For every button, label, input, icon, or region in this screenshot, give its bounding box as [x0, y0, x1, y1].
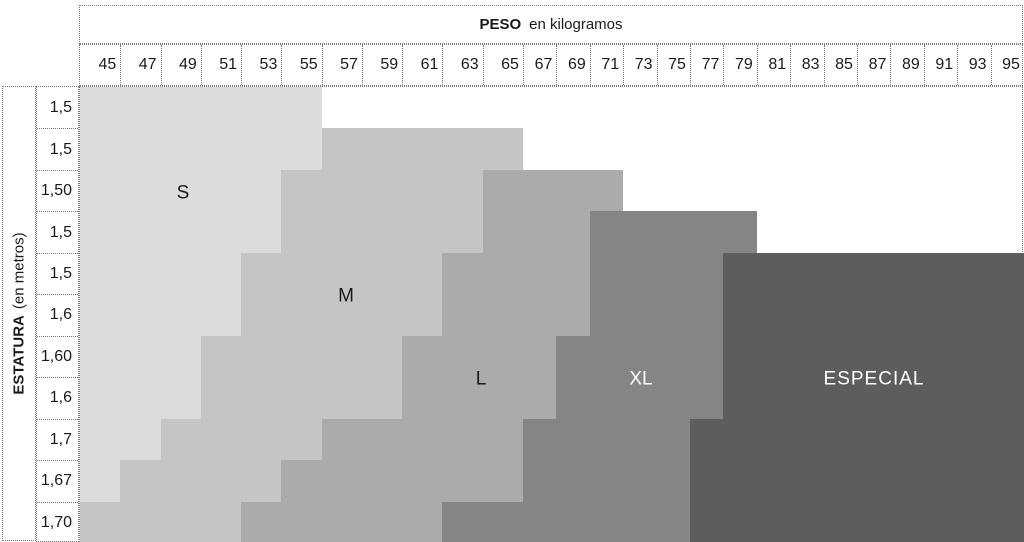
zone-l-row9: [321, 418, 523, 461]
zone-especial-row8: [723, 377, 1024, 420]
size-label-especial: ESPECIAL: [823, 368, 925, 390]
zone-especial-row9: [689, 418, 1024, 461]
height-tick-5: 1,5: [37, 252, 78, 294]
zone-xl-row9: [522, 418, 690, 461]
estatura-axis-title-rest: (en metros): [10, 232, 28, 310]
height-tick-7: 1,60: [37, 335, 78, 377]
zone-s-row3: [80, 169, 282, 212]
estatura-axis-title: ESTATURA (en metros): [2, 86, 36, 541]
weight-tick-95: 95: [990, 45, 1024, 85]
peso-axis-title: PESO en kilogramos: [79, 5, 1023, 44]
weight-tick-77: 77: [689, 45, 723, 85]
peso-axis-title-bold: PESO: [479, 16, 522, 33]
zone-xl-row10: [522, 460, 690, 503]
estatura-axis-title-bold: ESTATURA: [10, 315, 28, 395]
zone-especial-row11: [689, 501, 1024, 542]
height-scale-column: 1,5 1,5 1,50 1,5 1,5 1,6 1,60 1,6 1,7 1,67 1,70: [36, 86, 79, 542]
zone-l-row3: [482, 169, 624, 212]
zone-s-row7: [80, 335, 201, 378]
zone-l-row8: [402, 377, 557, 420]
zone-especial-row5: [723, 252, 1024, 295]
zone-m-row6: [241, 294, 443, 337]
zone-xl-row11: [442, 501, 690, 542]
size-label-l: L: [475, 368, 487, 390]
zone-m-row7: [200, 335, 403, 378]
zone-l-row5: [442, 252, 590, 295]
weight-tick-55: 55: [281, 45, 321, 85]
estatura-axis-title-text: ESTATURA (en metros): [11, 232, 28, 394]
weight-tick-67: 67: [522, 45, 556, 85]
zone-m-row10: [120, 460, 282, 503]
zone-l-row11: [241, 501, 443, 542]
zone-xl-row5: [589, 252, 724, 295]
zone-l-row7: [402, 335, 557, 378]
zone-l-row6: [442, 294, 590, 337]
zone-xl-row7: [556, 335, 724, 378]
height-tick-11: 1,70: [37, 501, 78, 542]
height-tick-4: 1,5: [37, 211, 78, 252]
height-tick-6: 1,6: [37, 294, 78, 335]
weight-tick-65: 65: [482, 45, 523, 85]
zone-m-row3: [281, 169, 483, 212]
size-label-xl: XL: [629, 368, 653, 390]
zone-s-row1: [80, 87, 322, 129]
weight-tick-59: 59: [361, 45, 402, 85]
weight-tick-47: 47: [120, 45, 160, 85]
weight-tick-71: 71: [589, 45, 623, 85]
zone-m-row8: [200, 377, 403, 420]
height-tick-1: 1,5: [49, 98, 72, 116]
weight-tick-53: 53: [241, 45, 281, 85]
zone-s-row8: [80, 377, 201, 420]
zone-s-row2: [80, 128, 322, 171]
zone-s-row10: [80, 460, 121, 503]
zone-m-row5: [241, 252, 443, 295]
weight-tick-87: 87: [856, 45, 890, 85]
zone-l-row10: [281, 460, 523, 503]
weight-tick-85: 85: [823, 45, 857, 85]
zone-m-row2: [321, 128, 523, 171]
size-label-m: M: [338, 285, 354, 307]
height-tick-2: 1,5: [37, 128, 78, 169]
weight-tick-81: 81: [756, 45, 790, 85]
weight-tick-61: 61: [402, 45, 442, 85]
zone-s-row5: [80, 252, 242, 295]
size-zones-grid: S M L XL ESPECIAL: [79, 86, 1024, 542]
weight-tick-83: 83: [790, 45, 823, 85]
zone-m-row11: [80, 501, 242, 542]
weight-tick-57: 57: [321, 45, 362, 85]
zone-s-row6: [80, 294, 242, 337]
weight-scale-row: 45 47 49 51 53 55 57 59 61 63 65 67 69 71 73 75 77 79 81 83…: [79, 44, 1023, 86]
weight-tick-45: 45: [98, 56, 117, 73]
weight-tick-93: 93: [957, 45, 990, 85]
zone-l-row4: [482, 211, 590, 254]
weight-tick-91: 91: [923, 45, 957, 85]
weight-tick-75: 75: [656, 45, 690, 85]
height-tick-9: 1,7: [37, 418, 78, 460]
weight-tick-69: 69: [556, 45, 589, 85]
weight-tick-49: 49: [160, 45, 201, 85]
weight-tick-89: 89: [890, 45, 923, 85]
weight-tick-51: 51: [200, 45, 241, 85]
zone-xl-row6: [589, 294, 724, 337]
size-label-s: S: [176, 182, 190, 204]
zone-m-row4: [281, 211, 483, 254]
zone-xl-row8: [556, 377, 724, 420]
zone-m-row9: [160, 418, 322, 461]
height-tick-8: 1,6: [37, 377, 78, 418]
weight-tick-79: 79: [723, 45, 756, 85]
zone-s-row4: [80, 211, 282, 254]
height-tick-10: 1,67: [37, 460, 78, 501]
height-tick-3: 1,50: [37, 169, 78, 211]
zone-especial-row6: [723, 294, 1024, 337]
weight-tick-63: 63: [442, 45, 482, 85]
zone-s-row9: [80, 418, 161, 461]
zone-especial-row7: [723, 335, 1024, 378]
zone-especial-row10: [689, 460, 1024, 503]
weight-tick-73: 73: [623, 45, 656, 85]
peso-axis-title-rest: en kilogramos: [529, 16, 623, 33]
zone-xl-row4: [589, 211, 757, 254]
